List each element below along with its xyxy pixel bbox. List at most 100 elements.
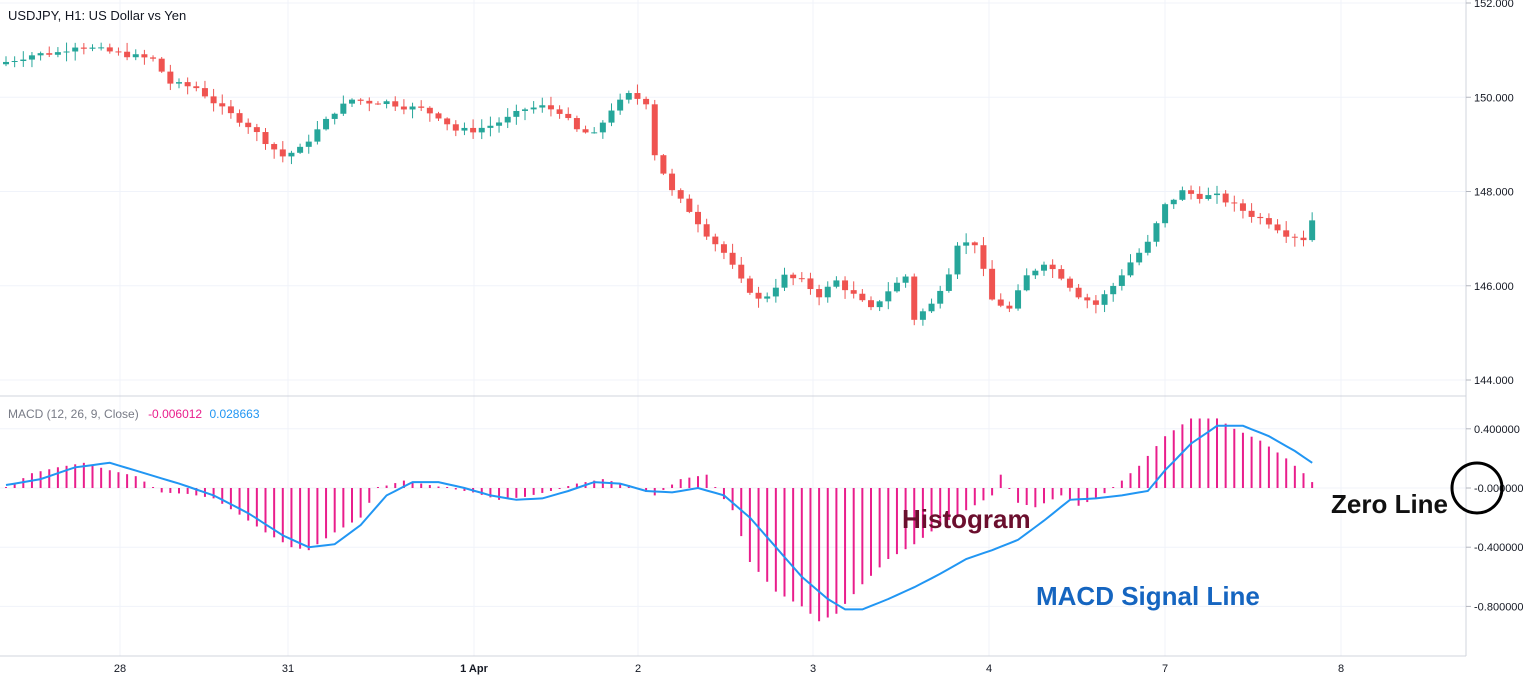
candle-body xyxy=(210,96,217,104)
candle-body xyxy=(1170,199,1177,205)
candle-body xyxy=(755,292,762,299)
candle-body xyxy=(444,118,451,125)
candle-body xyxy=(807,278,814,290)
candle-body xyxy=(625,93,632,100)
candle-body xyxy=(928,303,935,312)
candle-body xyxy=(20,59,27,61)
candle-body xyxy=(1110,285,1117,295)
candle-body xyxy=(400,106,407,110)
macd-signal-line xyxy=(5,424,1313,611)
candle-body xyxy=(695,211,701,225)
candle-body xyxy=(703,224,710,237)
price-axis-label: 148.000 xyxy=(1474,187,1514,199)
candle-body xyxy=(1265,218,1272,225)
candle-body xyxy=(1144,241,1151,253)
candle-body xyxy=(790,274,797,279)
candle-body xyxy=(435,113,442,119)
candle-body xyxy=(1041,264,1047,271)
candle-body xyxy=(279,149,286,157)
candle-body xyxy=(1127,262,1134,276)
candle-body xyxy=(842,280,849,291)
candle-body xyxy=(971,242,978,246)
candle-body xyxy=(37,53,44,56)
candle-body xyxy=(340,103,347,114)
candle-body xyxy=(54,52,61,55)
candle-body xyxy=(712,236,719,245)
candle-body xyxy=(1162,204,1169,224)
time-axis-label: 2 xyxy=(635,663,641,675)
candle-body xyxy=(729,252,736,265)
price-axis[interactable]: 152.000 150.000 148.000 146.000 144.000 xyxy=(1466,0,1514,387)
candle-body xyxy=(452,124,459,131)
candle-body xyxy=(1118,275,1125,286)
candle-body xyxy=(426,107,433,114)
candle-body xyxy=(1075,287,1082,298)
symbol-title: USDJPY, H1: US Dollar vs Yen xyxy=(8,8,186,23)
candle-body xyxy=(547,105,554,110)
candle-body xyxy=(945,274,952,291)
candle-body xyxy=(1006,305,1013,309)
candle-body xyxy=(1309,220,1316,241)
time-axis-label: 31 xyxy=(282,663,294,675)
candle-body xyxy=(599,122,606,133)
candle-body xyxy=(1015,290,1022,309)
candle-body xyxy=(1239,203,1246,211)
candle-body xyxy=(305,141,312,147)
candle-body xyxy=(1179,190,1186,200)
candle-body xyxy=(201,88,208,97)
candle-body xyxy=(902,276,909,283)
candle-body xyxy=(124,51,131,58)
candle-body xyxy=(677,190,684,199)
candle-body xyxy=(746,278,753,293)
candle-body xyxy=(643,98,650,105)
candle-body xyxy=(833,280,840,287)
candlestick-series xyxy=(3,42,1316,326)
candle-body xyxy=(1058,269,1065,279)
candle-body xyxy=(504,116,511,123)
macd-axis[interactable]: 0.400000 -0.000000 -0.400000 -0.800000 xyxy=(1466,424,1524,614)
macd-axis-label: -0.400000 xyxy=(1474,542,1524,554)
candle-body xyxy=(954,245,961,275)
candle-body xyxy=(539,105,546,108)
zero-line-highlight-circle xyxy=(1450,461,1504,515)
candle-body xyxy=(608,110,615,123)
candle-body xyxy=(383,101,390,105)
candle-body xyxy=(651,104,658,156)
candle-body xyxy=(1032,270,1039,276)
candle-body xyxy=(1196,193,1203,199)
candle-body xyxy=(314,129,321,142)
macd-indicator-title: MACD (12, 26, 9, Close) xyxy=(8,407,139,421)
macd-grid xyxy=(0,428,1466,607)
candle-body xyxy=(963,242,970,246)
candle-body xyxy=(1300,237,1307,241)
candle-body xyxy=(617,99,624,111)
candle-body xyxy=(288,152,295,157)
candle-body xyxy=(686,198,693,212)
candle-body xyxy=(245,122,252,128)
candle-body xyxy=(392,101,399,107)
zero-line-annotation: Zero Line xyxy=(1331,489,1448,519)
candle-body xyxy=(11,60,18,62)
candle-body xyxy=(349,99,355,104)
candle-body xyxy=(409,106,416,110)
candle-body xyxy=(193,86,200,89)
candle-body xyxy=(487,125,494,128)
candle-body xyxy=(816,289,823,298)
candle-body xyxy=(859,293,866,301)
macd-signal-series xyxy=(5,424,1313,611)
candle-body xyxy=(470,127,477,133)
candle-body xyxy=(46,53,53,55)
candle-body xyxy=(798,278,805,280)
candle-body xyxy=(850,290,857,294)
candle-body xyxy=(3,61,9,65)
candle-body xyxy=(106,47,113,52)
candle-body xyxy=(1248,210,1255,217)
candle-body xyxy=(28,55,35,60)
candle-body xyxy=(98,47,105,49)
time-axis[interactable]: 28 31 1 Apr 2 3 4 7 8 xyxy=(114,663,1344,675)
histogram-annotation: Histogram xyxy=(902,504,1031,534)
candle-body xyxy=(262,132,269,145)
candle-body xyxy=(271,144,278,150)
candle-body xyxy=(997,299,1004,306)
